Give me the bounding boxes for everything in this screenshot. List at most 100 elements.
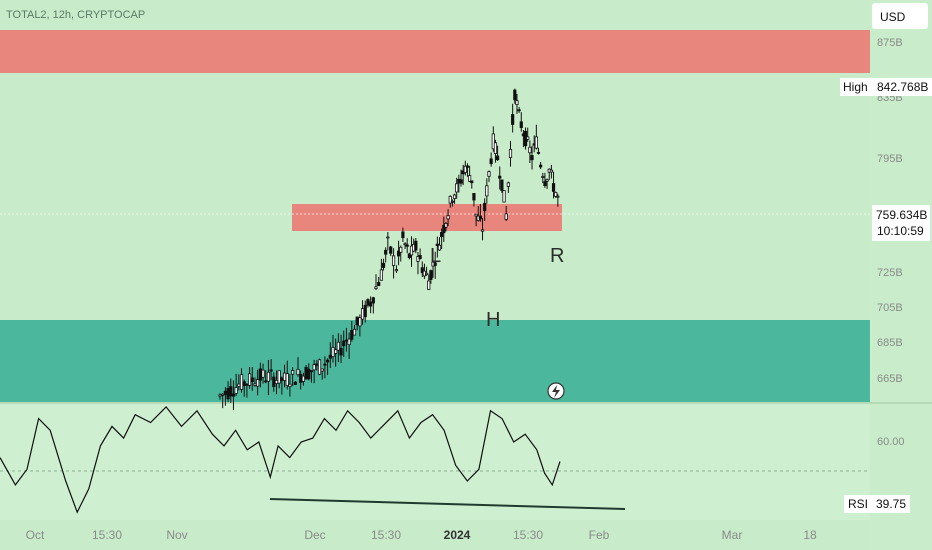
candle-body [272, 376, 276, 387]
candle-body [312, 364, 316, 371]
candle-body [355, 316, 359, 326]
candle-body [339, 348, 343, 356]
candle-body [455, 183, 459, 193]
candle-body [253, 383, 257, 386]
candle-body [433, 262, 437, 266]
candle-body [239, 374, 244, 390]
high-marker-value: 842.768B [877, 80, 928, 94]
resistance-zone[interactable] [0, 30, 870, 73]
candle-body [487, 171, 491, 177]
candle-body [437, 244, 442, 251]
candle-body [323, 363, 327, 366]
candle-body [418, 255, 422, 260]
candle-body [291, 370, 295, 375]
price-tick-label: 685B [877, 337, 903, 349]
candle-body [347, 338, 351, 346]
candle-body [480, 229, 485, 232]
candle-body [320, 368, 324, 372]
candle-body [530, 155, 534, 161]
candle-body [403, 243, 407, 246]
candle-body [280, 377, 284, 381]
head-label[interactable]: H [486, 309, 500, 331]
candle-body [277, 370, 281, 384]
candle-body [352, 328, 357, 336]
candle-body [463, 165, 467, 173]
current-price-countdown: 10:10:59 [877, 224, 924, 238]
neckline-zone[interactable] [292, 204, 562, 231]
candle-body [293, 381, 297, 385]
candle-body [549, 169, 553, 173]
lightning-icon[interactable] [547, 382, 565, 400]
candle-body [221, 393, 225, 396]
candle-body [448, 195, 452, 204]
time-tick-label: Dec [304, 528, 325, 542]
candle-body [304, 366, 308, 380]
candle-body [429, 270, 433, 280]
candle-body [269, 369, 273, 372]
price-tick-label: 665B [877, 373, 903, 385]
candle-body [245, 383, 249, 386]
candle-body [474, 213, 478, 217]
candle-body [459, 179, 463, 184]
right-shoulder-label[interactable]: R [550, 245, 564, 267]
time-tick-label: 15:30 [513, 528, 543, 542]
candle-body [266, 371, 271, 382]
candle-body [424, 272, 429, 275]
candle-body [519, 121, 523, 128]
high-marker-label: High [843, 80, 868, 94]
support-zone[interactable] [0, 320, 870, 402]
candle-body [360, 308, 365, 320]
candle-body [309, 370, 314, 373]
candle-body [551, 183, 556, 192]
candle-body [344, 339, 349, 342]
candle-body [513, 89, 517, 101]
current-price-marker: 759.634B 10:10:59 [872, 205, 930, 241]
rsi-marker-label: RSI [848, 497, 868, 511]
rsi-level-tick: 60.00 [877, 436, 905, 448]
rsi-marker: RSI 39.75 [844, 495, 910, 513]
candle-body [556, 195, 560, 198]
rsi-trendline[interactable] [269, 498, 626, 510]
candle-body [541, 176, 545, 178]
rsi-line [0, 405, 561, 514]
candle-body [301, 375, 305, 382]
candle-body [485, 185, 489, 197]
candle-body [218, 394, 222, 397]
candle-body [414, 240, 418, 251]
candle-body [517, 109, 521, 112]
candle-body [468, 175, 472, 182]
candle-body [325, 359, 330, 363]
candle-body [242, 381, 246, 386]
candle-body [472, 193, 476, 201]
candle-body [264, 380, 268, 383]
time-axis[interactable]: Oct 15:30 Nov Dec 15:30 2024 15:30 Feb Mar 18 [26, 528, 817, 542]
left-shoulder-label[interactable]: L [430, 245, 441, 267]
candle-body [493, 142, 498, 154]
candle-body [543, 181, 547, 187]
candle-body [223, 390, 227, 395]
candle-body [317, 359, 322, 375]
candle-body [506, 182, 510, 187]
candle-body [446, 215, 450, 220]
candle-body [511, 114, 515, 125]
candle-body [407, 253, 411, 258]
candle-body [420, 267, 424, 274]
candle-body [234, 387, 238, 394]
candle-body [247, 373, 252, 386]
candle-body [274, 379, 279, 384]
candle-body [381, 262, 386, 268]
high-marker: High 842.768B [840, 78, 932, 96]
currency-button[interactable]: USD [872, 3, 928, 29]
time-tick-label: Oct [26, 528, 45, 542]
rsi-marker-value: 39.75 [876, 497, 906, 511]
candle-body [397, 250, 401, 257]
time-tick-label: 15:30 [92, 528, 122, 542]
candle-body [478, 215, 482, 220]
candle-body [444, 223, 448, 228]
candle-body [250, 377, 254, 382]
candle-body [237, 383, 241, 387]
candle-body [229, 386, 233, 397]
candle-body [342, 340, 346, 347]
